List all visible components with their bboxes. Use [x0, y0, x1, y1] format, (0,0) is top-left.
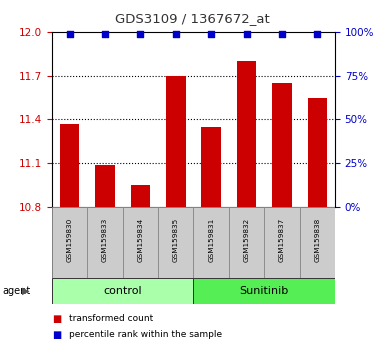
- Bar: [123, 207, 158, 278]
- Text: GSM159834: GSM159834: [137, 218, 143, 262]
- Text: percentile rank within the sample: percentile rank within the sample: [69, 330, 223, 339]
- Point: [102, 31, 108, 36]
- Text: GSM159838: GSM159838: [314, 218, 320, 262]
- Point: [314, 31, 320, 36]
- Bar: [52, 278, 193, 304]
- Bar: [95, 165, 115, 207]
- Text: GDS3109 / 1367672_at: GDS3109 / 1367672_at: [115, 12, 270, 25]
- Bar: [272, 83, 291, 207]
- Bar: [201, 127, 221, 207]
- Text: GSM159832: GSM159832: [244, 218, 249, 262]
- Point: [173, 31, 179, 36]
- Bar: [131, 185, 150, 207]
- Bar: [87, 207, 123, 278]
- Text: ▶: ▶: [22, 286, 29, 296]
- Text: Sunitinib: Sunitinib: [239, 286, 289, 296]
- Text: GSM159830: GSM159830: [67, 218, 73, 262]
- Bar: [264, 207, 300, 278]
- Text: GSM159833: GSM159833: [102, 218, 108, 262]
- Text: GSM159835: GSM159835: [173, 218, 179, 262]
- Bar: [300, 207, 335, 278]
- Point: [243, 31, 249, 36]
- Text: control: control: [104, 286, 142, 296]
- Bar: [60, 124, 79, 207]
- Text: GSM159831: GSM159831: [208, 218, 214, 262]
- Text: ■: ■: [52, 314, 61, 324]
- Point: [137, 31, 144, 36]
- Point: [67, 31, 73, 36]
- Bar: [158, 207, 193, 278]
- Text: agent: agent: [2, 286, 30, 296]
- Text: ■: ■: [52, 330, 61, 339]
- Bar: [52, 207, 87, 278]
- Point: [208, 31, 214, 36]
- Point: [279, 31, 285, 36]
- Bar: [229, 207, 264, 278]
- Text: GSM159837: GSM159837: [279, 218, 285, 262]
- Text: transformed count: transformed count: [69, 314, 154, 323]
- Bar: [193, 278, 335, 304]
- Bar: [166, 76, 186, 207]
- Bar: [193, 207, 229, 278]
- Bar: [237, 61, 256, 207]
- Bar: [308, 98, 327, 207]
